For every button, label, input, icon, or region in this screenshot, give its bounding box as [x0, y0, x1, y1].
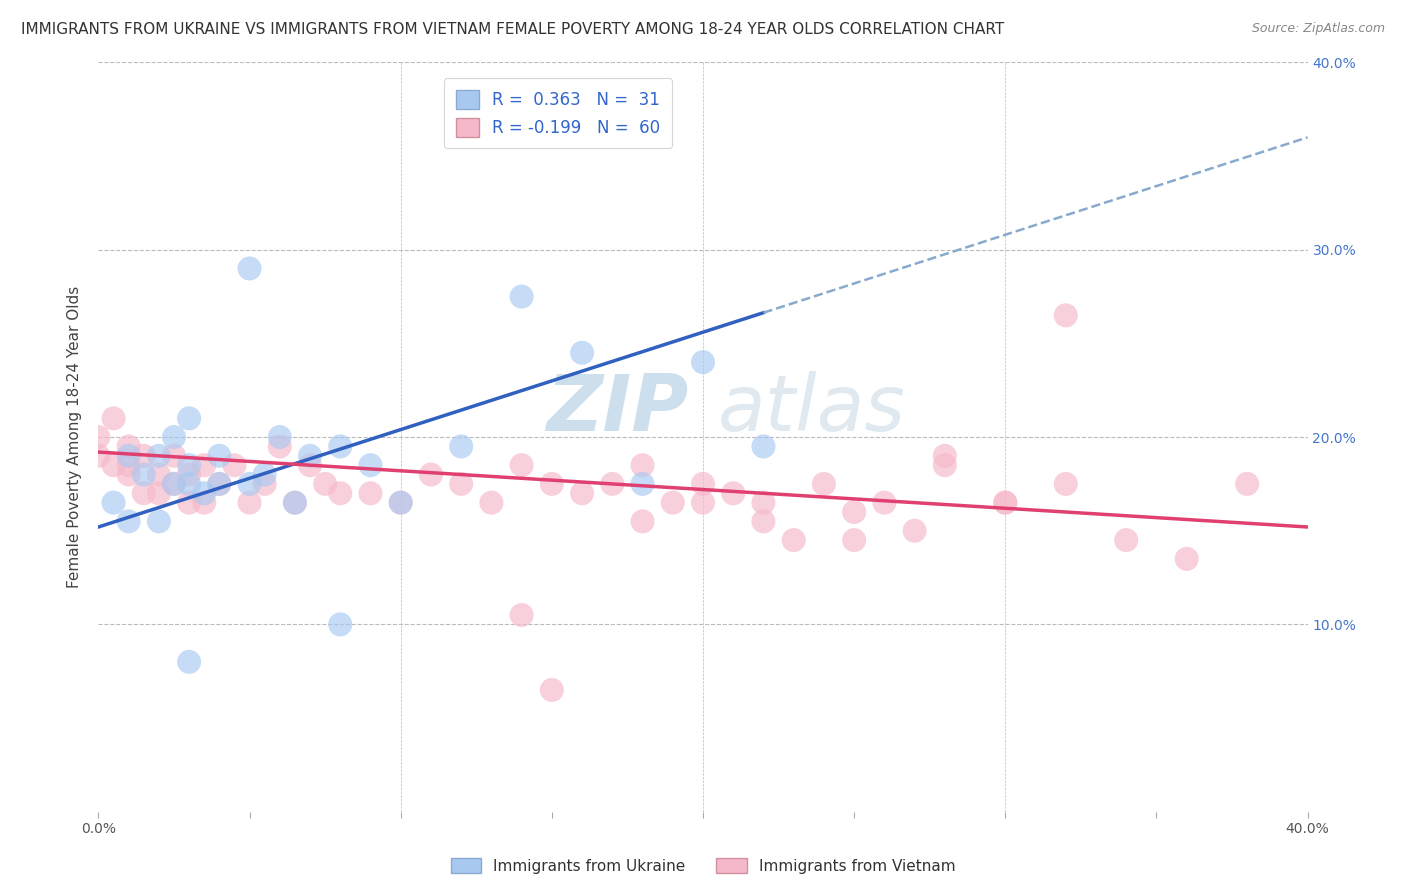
Point: [118, 458, 141, 473]
Point: [844, 505, 866, 519]
Point: [450, 476, 472, 491]
Point: [692, 355, 714, 369]
Point: [103, 496, 125, 510]
Point: [420, 467, 443, 482]
Point: [994, 496, 1017, 510]
Point: [284, 496, 307, 510]
Point: [329, 486, 352, 500]
Point: [1054, 476, 1077, 491]
Text: Source: ZipAtlas.com: Source: ZipAtlas.com: [1251, 22, 1385, 36]
Point: [692, 476, 714, 491]
Point: [1054, 308, 1077, 322]
Point: [510, 289, 533, 303]
Point: [934, 449, 956, 463]
Point: [299, 458, 322, 473]
Point: [904, 524, 927, 538]
Point: [87, 430, 110, 444]
Point: [752, 514, 775, 528]
Point: [1175, 551, 1198, 566]
Point: [934, 458, 956, 473]
Point: [510, 458, 533, 473]
Point: [571, 345, 593, 359]
Point: [540, 476, 562, 491]
Point: [118, 467, 141, 482]
Point: [844, 533, 866, 547]
Point: [631, 458, 654, 473]
Point: [239, 261, 262, 276]
Point: [193, 496, 215, 510]
Point: [269, 430, 291, 444]
Text: atlas: atlas: [718, 371, 905, 447]
Point: [87, 449, 110, 463]
Point: [510, 608, 533, 623]
Y-axis label: Female Poverty Among 18-24 Year Olds: Female Poverty Among 18-24 Year Olds: [67, 286, 83, 588]
Point: [360, 458, 382, 473]
Point: [389, 496, 412, 510]
Point: [994, 496, 1017, 510]
Point: [329, 440, 352, 453]
Point: [179, 476, 201, 491]
Point: [540, 683, 562, 698]
Text: ZIP: ZIP: [546, 371, 688, 447]
Point: [179, 655, 201, 669]
Point: [118, 449, 141, 463]
Point: [360, 486, 382, 500]
Point: [631, 476, 654, 491]
Point: [253, 467, 276, 482]
Point: [132, 449, 155, 463]
Point: [602, 476, 624, 491]
Point: [783, 533, 806, 547]
Point: [481, 496, 503, 510]
Point: [132, 486, 155, 500]
Point: [118, 514, 141, 528]
Point: [299, 449, 322, 463]
Point: [389, 496, 412, 510]
Point: [661, 496, 683, 510]
Point: [208, 476, 231, 491]
Point: [253, 476, 276, 491]
Point: [208, 476, 231, 491]
Point: [329, 617, 352, 632]
Point: [284, 496, 307, 510]
Point: [103, 458, 125, 473]
Point: [723, 486, 745, 500]
Point: [132, 467, 155, 482]
Point: [1115, 533, 1137, 547]
Point: [1236, 476, 1258, 491]
Point: [239, 476, 262, 491]
Point: [118, 440, 141, 453]
Point: [179, 467, 201, 482]
Point: [103, 411, 125, 425]
Legend: R =  0.363   N =  31, R = -0.199   N =  60: R = 0.363 N = 31, R = -0.199 N = 60: [444, 78, 672, 148]
Point: [752, 440, 775, 453]
Point: [752, 496, 775, 510]
Point: [148, 467, 170, 482]
Point: [163, 449, 186, 463]
Point: [269, 440, 291, 453]
Point: [873, 496, 896, 510]
Point: [148, 514, 170, 528]
Point: [239, 496, 262, 510]
Point: [148, 449, 170, 463]
Point: [163, 430, 186, 444]
Point: [571, 486, 593, 500]
Point: [179, 496, 201, 510]
Text: IMMIGRANTS FROM UKRAINE VS IMMIGRANTS FROM VIETNAM FEMALE POVERTY AMONG 18-24 YE: IMMIGRANTS FROM UKRAINE VS IMMIGRANTS FR…: [21, 22, 1004, 37]
Legend: Immigrants from Ukraine, Immigrants from Vietnam: Immigrants from Ukraine, Immigrants from…: [444, 852, 962, 880]
Point: [163, 476, 186, 491]
Point: [163, 476, 186, 491]
Point: [692, 496, 714, 510]
Point: [208, 449, 231, 463]
Point: [813, 476, 835, 491]
Point: [224, 458, 246, 473]
Point: [631, 514, 654, 528]
Point: [314, 476, 336, 491]
Point: [148, 486, 170, 500]
Point: [179, 411, 201, 425]
Point: [450, 440, 472, 453]
Point: [193, 458, 215, 473]
Point: [193, 486, 215, 500]
Point: [179, 458, 201, 473]
